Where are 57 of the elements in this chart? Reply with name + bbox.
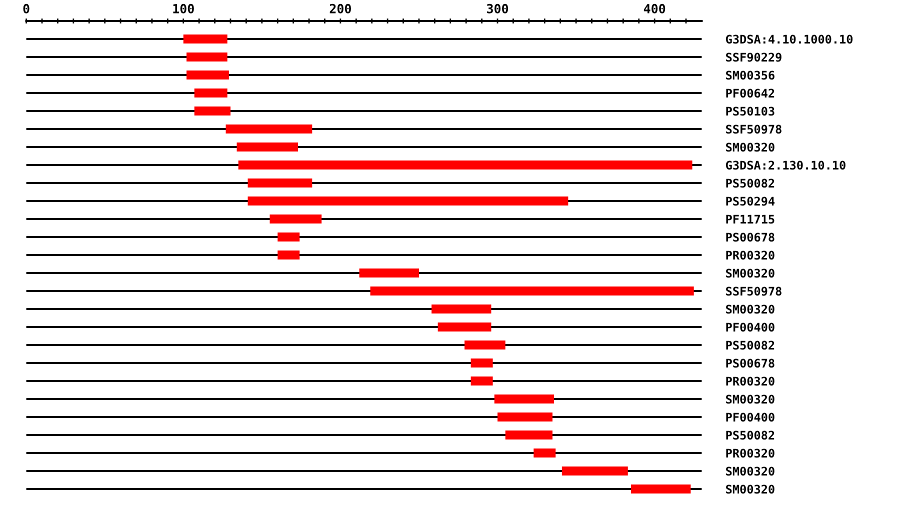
bar — [438, 322, 492, 332]
y-tick-label: PS50082 — [726, 340, 774, 350]
bar — [238, 160, 692, 170]
bar — [534, 448, 556, 458]
x-tick-label: 100 — [173, 4, 194, 14]
bar — [186, 52, 228, 62]
y-tick-label: PS00678 — [726, 358, 774, 368]
y-tick-label: PS50082 — [726, 178, 774, 188]
y-tick-label: PR00320 — [726, 376, 774, 386]
x-tick-label: 200 — [330, 4, 351, 14]
bar — [505, 430, 552, 440]
bar — [248, 196, 568, 206]
bar — [631, 484, 691, 494]
y-tick-label: SSF50978 — [726, 124, 782, 134]
y-tick-label: PS50103 — [726, 106, 774, 116]
y-tick-label: PR00320 — [726, 448, 774, 458]
y-tick-label: PF00400 — [726, 322, 774, 332]
x-tick-label: 400 — [644, 4, 666, 14]
bar — [562, 466, 628, 476]
bar — [370, 286, 694, 296]
y-tick-label: SM00320 — [726, 142, 774, 152]
bar — [470, 376, 493, 386]
y-tick-label: SSF50978 — [726, 286, 782, 296]
y-tick-label: PF00642 — [726, 88, 774, 98]
bar — [278, 232, 300, 242]
y-tick-label: SM00320 — [726, 484, 774, 494]
bar — [236, 142, 298, 152]
bar — [186, 70, 229, 80]
y-tick-label: PS50082 — [726, 430, 774, 440]
y-tick-label: SM00320 — [726, 394, 774, 404]
y-tick-label: G3DSA:4.10.1000.10 — [726, 34, 853, 44]
y-tick-label: G3DSA:2.130.10.10 — [726, 160, 846, 170]
bar — [183, 34, 228, 44]
bar — [464, 340, 506, 350]
bar — [432, 304, 492, 314]
bar — [248, 178, 312, 188]
bar — [194, 88, 228, 98]
y-tick-label: SM00320 — [726, 268, 774, 278]
bar — [278, 250, 300, 260]
y-tick-label: SSF90229 — [726, 52, 782, 62]
y-tick-label: PS00678 — [726, 232, 774, 242]
bar — [494, 394, 554, 404]
y-tick-label: SM00320 — [726, 466, 774, 476]
x-tick-label: 300 — [486, 4, 508, 14]
bar — [194, 106, 230, 116]
bar — [470, 358, 493, 368]
y-tick-label: PR00320 — [726, 250, 774, 260]
y-tick-label: SM00320 — [726, 304, 774, 314]
bar — [359, 268, 419, 278]
bar — [226, 124, 312, 134]
y-tick-label: PS50294 — [726, 196, 775, 206]
bar — [270, 214, 322, 224]
y-tick-label: PF00400 — [726, 412, 774, 422]
x-tick-label: 0 — [23, 4, 30, 14]
bar — [498, 412, 552, 422]
y-tick-label: SM00356 — [726, 70, 774, 80]
y-tick-label: PF11715 — [726, 214, 774, 224]
